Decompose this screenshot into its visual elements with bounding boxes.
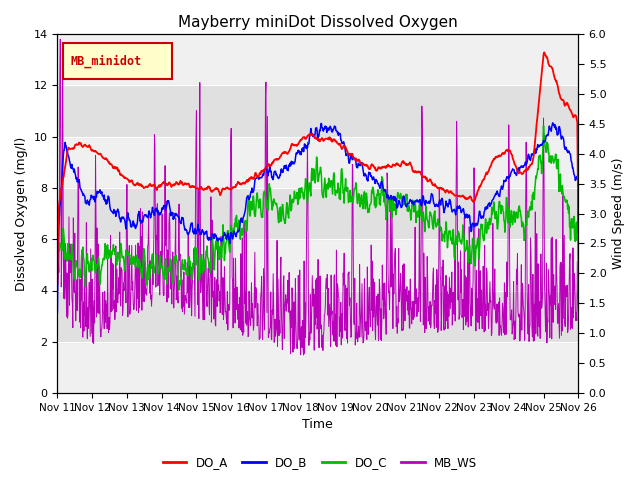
Bar <box>58 85 579 137</box>
Y-axis label: Dissolved Oxygen (mg/l): Dissolved Oxygen (mg/l) <box>15 136 28 291</box>
Title: Mayberry miniDot Dissolved Oxygen: Mayberry miniDot Dissolved Oxygen <box>178 15 458 30</box>
X-axis label: Time: Time <box>303 419 333 432</box>
Text: MB_minidot: MB_minidot <box>70 54 141 68</box>
Bar <box>58 290 579 342</box>
Bar <box>58 188 579 239</box>
FancyBboxPatch shape <box>63 43 172 79</box>
Y-axis label: Wind Speed (m/s): Wind Speed (m/s) <box>612 158 625 269</box>
Legend: DO_A, DO_B, DO_C, MB_WS: DO_A, DO_B, DO_C, MB_WS <box>158 452 482 474</box>
